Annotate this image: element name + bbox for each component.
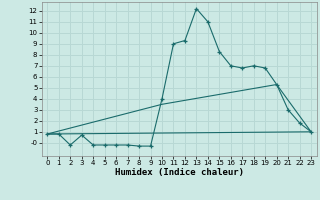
X-axis label: Humidex (Indice chaleur): Humidex (Indice chaleur): [115, 168, 244, 177]
